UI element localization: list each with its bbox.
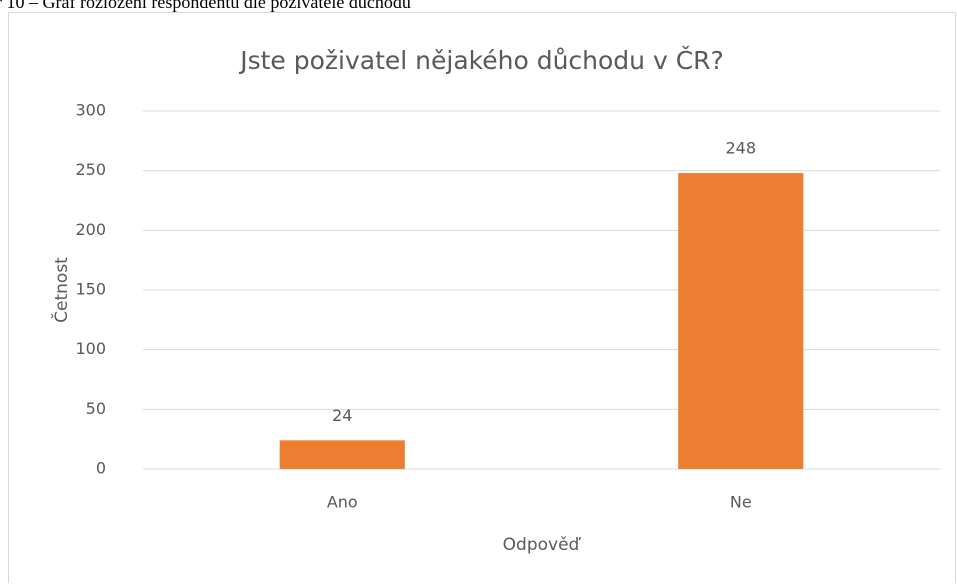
y-tick-label: 200: [75, 220, 106, 239]
bar: [678, 173, 804, 469]
y-tick-label: 0: [96, 459, 106, 478]
y-tick-label: 300: [75, 101, 106, 120]
bar: [279, 440, 405, 469]
caption: r 10 – Graf rozložení respondentů dle po…: [0, 0, 411, 12]
chart-border: [8, 12, 956, 587]
y-tick-label: 150: [75, 280, 106, 299]
x-tick-label: Ne: [730, 493, 752, 512]
data-label: 24: [332, 406, 352, 425]
y-tick-label: 250: [75, 160, 106, 179]
chart-title: Jste poživatel nějakého důchodu v ČR?: [238, 45, 724, 75]
x-tick-label: Ano: [327, 493, 358, 512]
y-tick-label: 100: [75, 339, 106, 358]
data-label: 248: [725, 139, 756, 158]
x-axis-label: Odpověď: [503, 535, 582, 555]
y-tick-label: 50: [86, 399, 106, 418]
y-axis-label: Četnost: [50, 257, 72, 323]
